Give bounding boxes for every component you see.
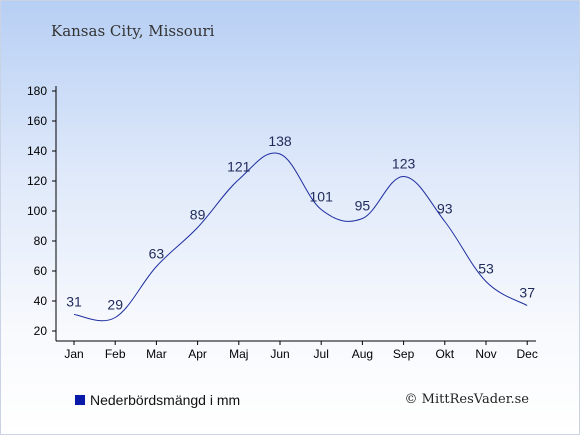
data-label: 31 — [66, 294, 82, 310]
data-label: 37 — [519, 285, 535, 301]
y-axis-ticks: 20 40 60 80 100 120 140 160 180 — [27, 84, 56, 338]
chart-title: Kansas City, Missouri — [51, 22, 215, 40]
x-tick-label: Apr — [188, 347, 207, 361]
data-label: 29 — [107, 297, 123, 313]
x-tick-label: Jun — [270, 347, 289, 361]
data-label: 123 — [392, 156, 416, 172]
series-line-precipitation — [73, 152, 528, 322]
x-tick-label: Jan — [64, 347, 83, 361]
axes — [55, 86, 536, 342]
x-tick-label: Okt — [435, 347, 454, 361]
y-tick-label: 100 — [27, 204, 47, 218]
x-tick-label: Feb — [105, 347, 126, 361]
data-label: 93 — [437, 201, 453, 217]
legend-swatch — [75, 395, 85, 405]
x-tick-label: Aug — [352, 347, 373, 361]
data-label: 138 — [268, 133, 292, 149]
x-tick-label: Mar — [146, 347, 167, 361]
y-tick-label: 80 — [34, 234, 48, 248]
x-tick-label: Sep — [393, 347, 415, 361]
x-tick-label: Maj — [229, 347, 248, 361]
credit-text: © MittResVader.se — [404, 392, 529, 407]
y-tick-label: 40 — [34, 294, 48, 308]
data-label: 53 — [478, 261, 494, 277]
data-label: 89 — [190, 207, 206, 223]
y-tick-label: 60 — [34, 264, 48, 278]
data-label: 63 — [149, 246, 165, 262]
data-label: 121 — [227, 159, 251, 175]
data-label: 95 — [355, 198, 371, 214]
y-tick-label: 180 — [27, 84, 47, 98]
y-tick-label: 160 — [27, 114, 47, 128]
x-tick-label: Jul — [314, 347, 329, 361]
x-tick-label: Dec — [517, 347, 538, 361]
x-tick-label: Nov — [475, 347, 496, 361]
y-tick-label: 140 — [27, 144, 47, 158]
legend: Nederbördsmängd i mm — [75, 392, 240, 408]
legend-label: Nederbördsmängd i mm — [90, 392, 241, 408]
data-labels: 31 29 63 89 121 138 101 95 123 93 53 37 — [66, 133, 535, 313]
y-tick-label: 120 — [27, 174, 47, 188]
data-label: 101 — [310, 189, 334, 205]
x-axis-ticks: Jan Feb Mar Apr Maj Jun Jul Aug Sep Okt Nov Dec — [64, 341, 538, 361]
y-tick-label: 20 — [34, 324, 48, 338]
